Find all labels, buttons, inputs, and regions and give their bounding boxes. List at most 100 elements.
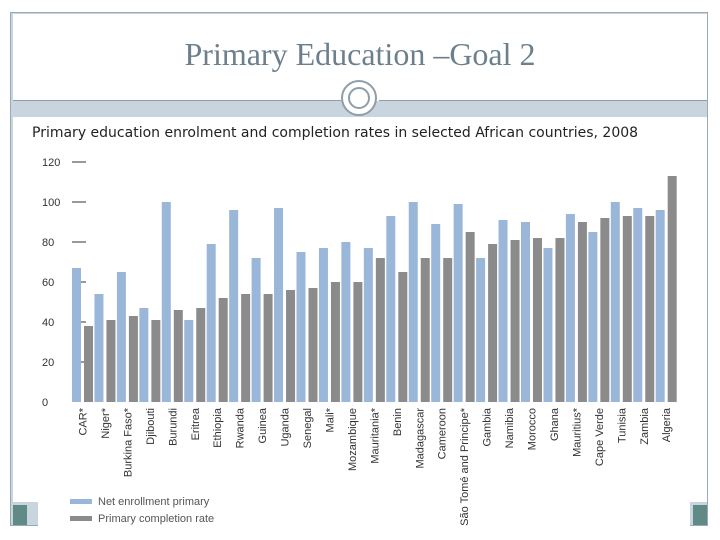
bar-completion	[600, 218, 610, 402]
circle-ornament-icon	[341, 80, 377, 116]
y-tick-label: 100	[42, 197, 60, 209]
x-tick-label: Morocco	[527, 408, 539, 450]
x-tick-label: Cameroon	[437, 408, 449, 459]
x-tick-label: Djibouti	[145, 408, 157, 445]
bar-completion	[420, 258, 430, 402]
title-divider-right	[379, 100, 707, 101]
y-tick-label: 60	[42, 277, 54, 289]
x-tick-label: Cape Verde	[594, 408, 606, 466]
x-tick-label: São Tomé and Principe*	[459, 407, 471, 526]
bar-completion	[241, 294, 251, 402]
bar-enrollment	[251, 258, 261, 402]
bar-completion	[128, 316, 138, 402]
y-tick-label: 80	[42, 237, 54, 249]
x-tick-label: Rwanda	[235, 407, 247, 448]
bar-completion	[173, 310, 183, 402]
bar-enrollment	[363, 248, 373, 402]
bar-enrollment	[408, 202, 418, 402]
x-tick-label: Ethiopia	[212, 407, 224, 448]
bar-enrollment	[453, 204, 463, 402]
footer-corner-right	[693, 505, 707, 525]
bar-completion	[151, 320, 161, 402]
bar-enrollment	[318, 248, 328, 402]
y-tick-label: 120	[42, 157, 60, 169]
x-tick-label: Niger*	[100, 407, 112, 438]
bar-enrollment	[565, 214, 575, 402]
x-tick-label: Mauritius*	[571, 407, 583, 457]
x-tick-label: Burkina Faso*	[122, 407, 134, 477]
chart-subtitle: Primary education enrolment and completi…	[32, 125, 639, 141]
x-tick-label: Algeria	[661, 407, 673, 442]
bar-completion	[106, 320, 116, 402]
x-tick-label: Mali*	[324, 407, 336, 432]
bar-completion	[488, 244, 498, 402]
bar-enrollment	[633, 208, 643, 402]
x-tick-label: CAR*	[78, 407, 90, 435]
bar-completion	[510, 240, 520, 402]
legend-swatch-completion	[70, 516, 92, 521]
x-tick-label: Guinea	[257, 407, 269, 443]
bar-enrollment	[543, 248, 553, 402]
bar-enrollment	[206, 244, 216, 402]
x-tick-label: Madagascar	[414, 408, 426, 469]
bar-chart: 0 20 40 60 80 100 120 CAR* Niger* Burkina Faso* D…	[42, 157, 677, 526]
y-axis: 0 20 40 60 80 100 120	[42, 157, 86, 409]
bar-enrollment	[116, 272, 126, 402]
x-tick-label: Gambia	[482, 407, 494, 446]
bar-enrollment	[184, 320, 194, 402]
bar-completion	[667, 176, 677, 402]
y-tick-label: 40	[42, 317, 54, 329]
y-tick-label: 20	[42, 357, 54, 369]
x-tick-label: Tunisia	[616, 407, 628, 443]
x-axis-labels: CAR* Niger* Burkina Faso* Djibouti Burundi Er…	[78, 407, 674, 526]
bar-group	[72, 176, 677, 402]
bar-enrollment	[521, 222, 530, 402]
bar-completion	[218, 298, 228, 402]
bar-enrollment	[476, 258, 486, 402]
slide-title: Primary Education –Goal 2	[184, 36, 536, 72]
bar-enrollment	[498, 220, 508, 402]
x-tick-label: Uganda	[280, 407, 292, 446]
bar-completion	[196, 308, 206, 402]
chart-legend: Net enrollment primary Primary completio…	[70, 496, 214, 525]
bar-completion	[330, 282, 340, 402]
bar-enrollment	[139, 308, 149, 402]
bar-enrollment	[94, 294, 104, 402]
bar-completion	[353, 282, 363, 402]
legend-swatch-enrollment	[70, 499, 92, 504]
x-tick-label: Eritrea	[190, 407, 202, 440]
legend-label-completion: Primary completion rate	[98, 513, 214, 525]
chart-panel: 0 20 40 60 80 100 120 CAR* Niger* Burkina Faso* D…	[38, 150, 690, 532]
bar-completion	[308, 288, 318, 402]
bar-completion	[375, 258, 385, 402]
x-tick-label: Namibia	[504, 407, 516, 448]
bar-enrollment	[296, 252, 306, 402]
y-tick-label: 0	[42, 397, 48, 409]
bar-enrollment	[610, 202, 620, 402]
x-tick-label: Benin	[392, 408, 404, 436]
x-tick-label: Senegal	[302, 408, 314, 448]
bar-completion	[555, 238, 565, 402]
bar-enrollment	[274, 208, 284, 402]
bar-completion	[443, 258, 453, 402]
bar-enrollment	[588, 232, 598, 402]
bar-completion	[645, 216, 655, 402]
bar-enrollment	[431, 224, 441, 402]
x-tick-label: Mauritania*	[369, 407, 381, 463]
bar-enrollment	[72, 268, 81, 402]
bar-completion	[398, 272, 408, 402]
bar-enrollment	[655, 210, 665, 402]
bar-enrollment	[229, 210, 239, 402]
bar-enrollment	[341, 242, 351, 402]
bar-completion	[577, 222, 587, 402]
bar-completion	[286, 290, 296, 402]
x-tick-label: Zambia	[639, 407, 651, 445]
bar-completion	[465, 232, 475, 402]
x-tick-label: Mozambique	[347, 408, 359, 471]
legend-label-enrollment: Net enrollment primary	[98, 496, 210, 508]
bar-completion	[263, 294, 273, 402]
bar-enrollment	[161, 202, 171, 402]
footer-corner-left	[13, 505, 27, 525]
x-tick-label: Ghana	[549, 407, 561, 441]
title-divider-left	[13, 100, 341, 101]
